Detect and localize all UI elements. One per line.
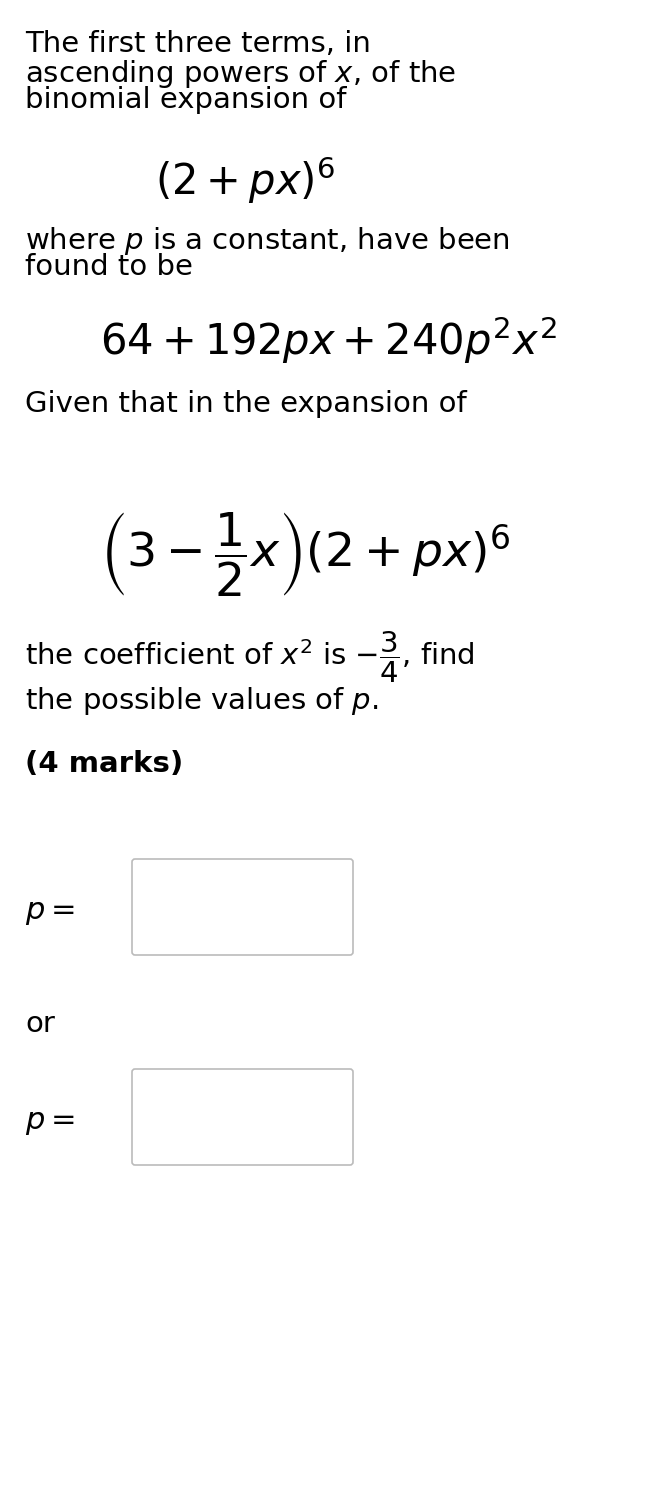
Text: $p =$: $p =$ (25, 1109, 75, 1137)
Text: the possible values of $p$.: the possible values of $p$. (25, 685, 379, 718)
Text: The first three terms, in: The first three terms, in (25, 30, 371, 58)
FancyBboxPatch shape (132, 1070, 353, 1165)
Text: ascending powers of $x$, of the: ascending powers of $x$, of the (25, 58, 457, 90)
Text: $64 + 192px + 240p^2x^2$: $64 + 192px + 240p^2x^2$ (100, 315, 557, 367)
Text: or: or (25, 1010, 55, 1038)
Text: the coefficient of $x^2$ is $-\dfrac{3}{4}$, find: the coefficient of $x^2$ is $-\dfrac{3}{… (25, 631, 475, 685)
Text: $\left(3 - \dfrac{1}{2}x\right)(2 + px)^6$: $\left(3 - \dfrac{1}{2}x\right)(2 + px)^… (100, 509, 510, 598)
Text: where $p$ is a constant, have been: where $p$ is a constant, have been (25, 225, 510, 258)
Text: $p =$: $p =$ (25, 897, 75, 927)
Text: $(2 + px)^6$: $(2 + px)^6$ (155, 154, 335, 207)
Text: binomial expansion of: binomial expansion of (25, 85, 346, 114)
Text: Given that in the expansion of: Given that in the expansion of (25, 389, 467, 418)
FancyBboxPatch shape (132, 858, 353, 956)
Text: found to be: found to be (25, 253, 193, 282)
Text: (4 marks): (4 marks) (25, 750, 183, 777)
